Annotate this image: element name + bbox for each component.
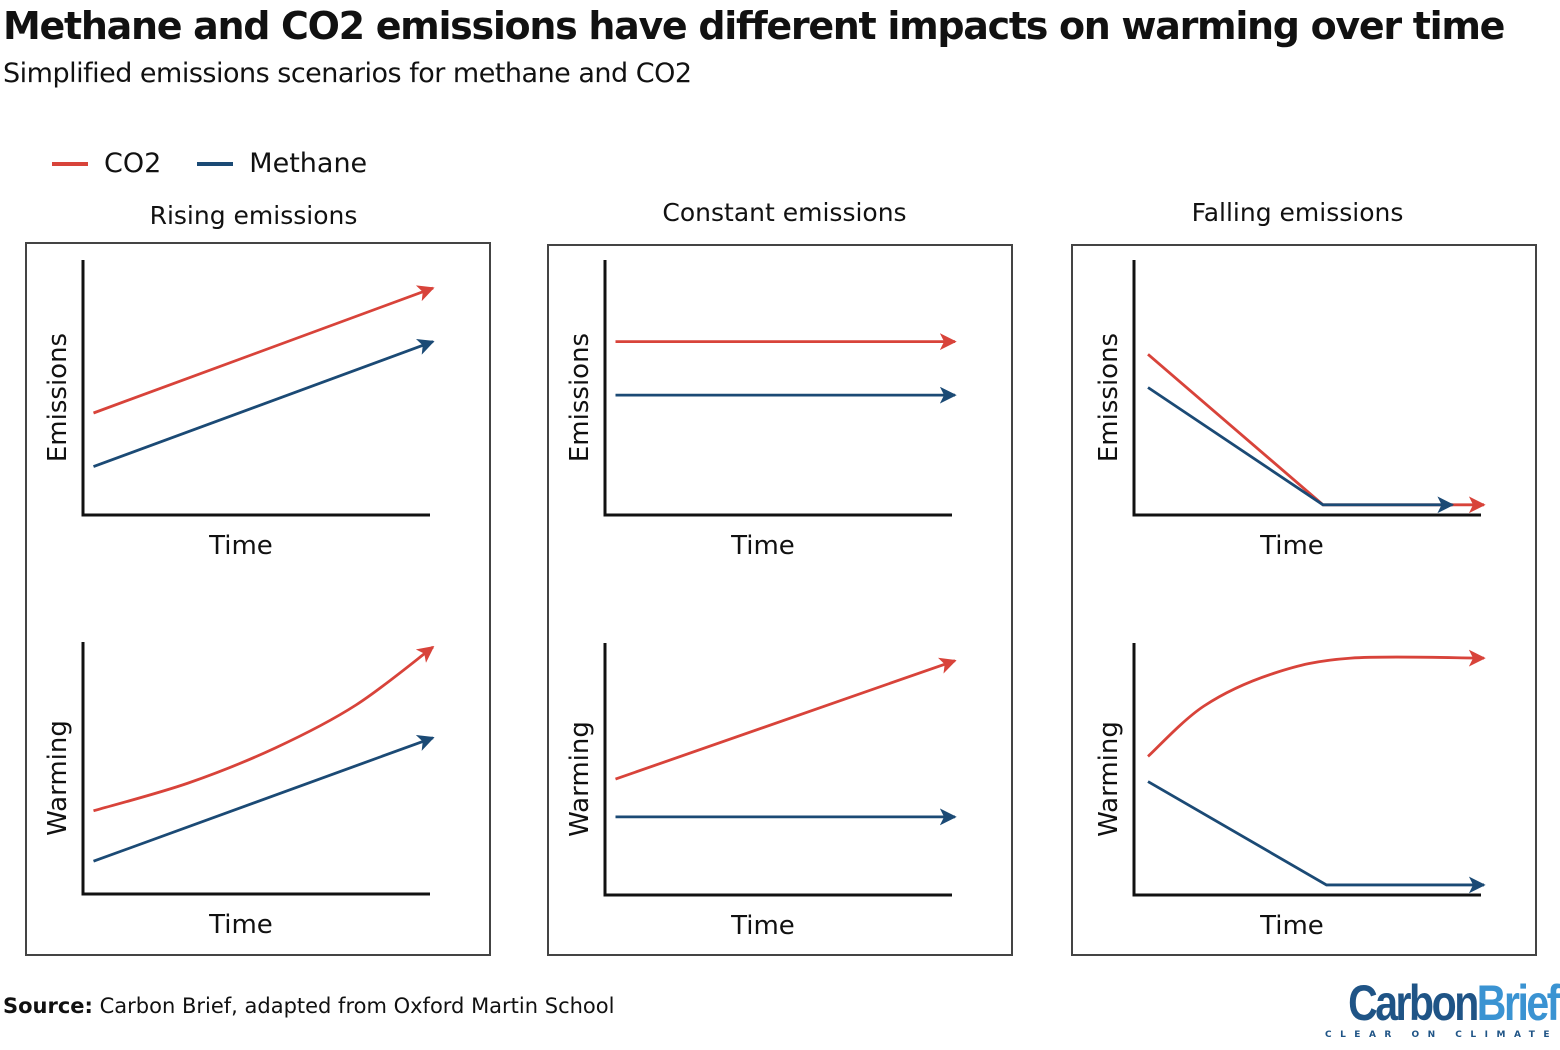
panel-constant (547, 244, 1013, 956)
series-line-methane (93, 338, 435, 468)
series-line-methane (93, 735, 435, 863)
y-axis-label: Emissions (43, 333, 73, 462)
x-axis-label: Time (1259, 911, 1324, 941)
legend-label-methane: Methane (249, 148, 368, 179)
x-axis-label: Time (1259, 531, 1324, 561)
logo-carbon: Carbon (1348, 975, 1479, 1031)
source-label: Source: (3, 994, 93, 1018)
axes (603, 643, 952, 897)
legend-swatch-methane (197, 161, 234, 166)
logo-wordmark: CarbonBrief (1348, 975, 1560, 1031)
subplot-constant-warming: Time Warming (565, 643, 957, 941)
axes (1132, 260, 1481, 517)
column-title-rising: Rising emissions (149, 201, 358, 230)
legend-item-methane: Methane (197, 148, 367, 179)
x-axis-label: Time (730, 531, 795, 561)
x-axis-label: Time (730, 911, 795, 941)
logo-brief: Brief (1476, 975, 1560, 1031)
series-line-co2 (93, 285, 435, 415)
carbon-brief-logo: CarbonBrief CLEAR ON CLIMATE (1302, 975, 1560, 1040)
x-axis-label: Time (208, 910, 273, 940)
y-axis-label: Warming (565, 721, 595, 837)
y-axis-label: Warming (43, 720, 73, 836)
chart-title: Methane and CO2 emissions have different… (3, 4, 1505, 48)
series-line-co2 (1147, 649, 1486, 758)
column-title-constant: Constant emissions (662, 198, 907, 227)
axes (1132, 643, 1481, 897)
chart-subtitle: Simplified emissions scenarios for metha… (3, 58, 692, 89)
panel-falling (1071, 244, 1537, 956)
series-line-methane (1147, 386, 1455, 514)
subplot-falling-warming: Time Warming (1094, 643, 1486, 941)
column-title-falling: Falling emissions (1191, 198, 1404, 227)
subplot-falling-emissions: Time Emissions (1094, 260, 1486, 561)
y-axis-label: Emissions (565, 333, 595, 462)
x-axis-label: Time (208, 531, 273, 561)
series-line-methane (1147, 780, 1486, 894)
series-line-co2 (93, 645, 435, 813)
legend-label-co2: CO2 (104, 148, 162, 179)
subplot-constant-emissions: Time Emissions (565, 260, 957, 561)
logo-tagline: CLEAR ON CLIMATE (1324, 1030, 1558, 1040)
panel-rising (25, 242, 491, 956)
y-axis-label: Warming (1094, 721, 1124, 837)
axes (81, 642, 430, 896)
subplot-rising-warming: Time Warming (43, 642, 435, 940)
source-text: Carbon Brief, adapted from Oxford Martin… (92, 994, 615, 1018)
legend-swatch-co2 (52, 161, 88, 166)
legend-item-co2: CO2 (52, 148, 161, 179)
series-line-co2 (615, 657, 957, 781)
source-note: Source: Carbon Brief, adapted from Oxfor… (3, 994, 614, 1018)
legend: CO2 Methane (52, 148, 403, 179)
series-line-co2 (1147, 353, 1486, 514)
axes (603, 260, 952, 517)
subplot-rising-emissions: Time Emissions (43, 260, 435, 561)
axes (81, 260, 430, 517)
y-axis-label: Emissions (1094, 333, 1124, 462)
